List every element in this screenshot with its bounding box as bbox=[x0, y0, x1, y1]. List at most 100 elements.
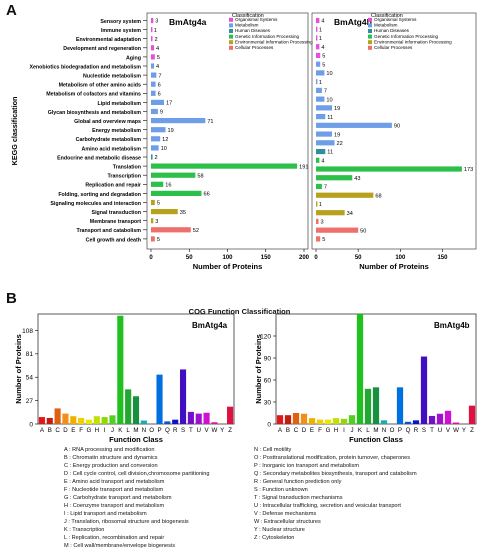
cog-desc-y: Y : Nuclear structure bbox=[254, 527, 305, 533]
cog-x-tick-label: K bbox=[358, 427, 363, 434]
kegg-bar-value: 4 bbox=[156, 46, 159, 52]
kegg-chart-title: BmAtg4a bbox=[169, 17, 207, 27]
kegg-bar-value: 1 bbox=[319, 27, 322, 33]
cog-bar bbox=[101, 417, 108, 424]
cog-desc-b: B : Chromatin structure and dynamics bbox=[64, 455, 158, 461]
kegg-bar-value: 90 bbox=[394, 124, 400, 130]
cog-x-tick-label: L bbox=[366, 427, 370, 434]
kegg-bar bbox=[316, 44, 320, 50]
cog-x-tick-label: F bbox=[318, 427, 322, 434]
cog-desc-g: G : Carbohydrate transport and metabolis… bbox=[64, 495, 172, 501]
cog-desc-a: A : RNA processing and modification bbox=[64, 447, 155, 453]
kegg-bar bbox=[316, 183, 322, 190]
cog-x-tick-label: A bbox=[278, 427, 283, 434]
cog-x-tick-label: V bbox=[446, 427, 451, 434]
cog-x-tick-label: T bbox=[430, 427, 434, 434]
kegg-bar-value: 4 bbox=[321, 45, 324, 51]
cog-bar bbox=[187, 411, 194, 424]
kegg-bar bbox=[151, 81, 156, 87]
cog-chart-title: BmAtg4a bbox=[192, 321, 228, 330]
cog-x-tick-label: Z bbox=[228, 427, 232, 434]
kegg-legend-swatch bbox=[229, 17, 233, 22]
kegg-bar-value: 71 bbox=[207, 119, 213, 125]
cog-chart-title: BmAtg4b bbox=[434, 321, 470, 330]
cog-x-tick-label: I bbox=[104, 427, 106, 434]
kegg-bar bbox=[316, 70, 325, 76]
kegg-bar bbox=[151, 127, 166, 133]
cog-desc-z: Z : Cytoskeleton bbox=[254, 535, 295, 541]
cog-x-tick-label: Y bbox=[220, 427, 224, 434]
cog-x-tick-label: C bbox=[294, 427, 299, 434]
kegg-bar-value: 22 bbox=[337, 141, 343, 147]
cog-y-axis-title: Number of Proteins bbox=[14, 334, 23, 404]
cog-y-tick-label: 108 bbox=[22, 328, 33, 335]
kegg-pathway-label: Nucleotide metabolism bbox=[83, 74, 141, 80]
kegg-bar bbox=[316, 227, 359, 233]
cog-x-axis-title: Function Class bbox=[109, 435, 163, 444]
cog-y-tick-label: 54 bbox=[26, 375, 34, 382]
kegg-legend-label: Organismal Systems bbox=[235, 17, 278, 22]
cog-x-axis-title: Function Class bbox=[349, 435, 403, 444]
kegg-legend-swatch bbox=[368, 40, 372, 45]
kegg-legend-swatch bbox=[368, 29, 372, 33]
kegg-legend-swatch bbox=[368, 23, 372, 28]
kegg-pathway-label: Lipid metabolism bbox=[97, 101, 141, 107]
cog-x-tick-label: P bbox=[398, 427, 402, 434]
kegg-bar bbox=[316, 236, 321, 242]
kegg-x-tick-label: 0 bbox=[149, 255, 153, 261]
kegg-x-tick-label: 150 bbox=[437, 255, 448, 261]
kegg-pathway-label: Development and regeneration bbox=[63, 46, 141, 52]
kegg-x-tick-label: 100 bbox=[395, 255, 406, 261]
kegg-bar-value: 7 bbox=[324, 185, 327, 191]
cog-bar bbox=[117, 315, 124, 424]
kegg-bar bbox=[151, 154, 153, 160]
kegg-bar-value: 7 bbox=[324, 89, 327, 95]
kegg-bar-value: 6 bbox=[158, 92, 161, 98]
kegg-bar-value: 68 bbox=[375, 193, 381, 199]
kegg-pathway-label: Environmental adaptation bbox=[76, 37, 141, 43]
kegg-pathway-label: Signaling molecules and interaction bbox=[50, 201, 141, 207]
cog-desc-p: P : Inorganic ion transport and metaboli… bbox=[254, 463, 359, 469]
kegg-pathway-label: Folding, sorting and degradation bbox=[58, 192, 141, 198]
kegg-bar bbox=[316, 140, 335, 146]
cog-x-tick-label: M bbox=[133, 427, 138, 434]
cog-y-tick-label: 81 bbox=[26, 351, 34, 358]
cog-bar bbox=[54, 408, 61, 424]
cog-desc-v: V : Defense mechanisms bbox=[254, 511, 317, 517]
kegg-pathway-label: Global and overview maps bbox=[74, 119, 141, 125]
cog-bar bbox=[62, 413, 69, 424]
cog-bar bbox=[203, 412, 210, 424]
kegg-bar-value: 4 bbox=[156, 64, 159, 70]
cog-bar bbox=[125, 389, 132, 424]
kegg-legend-swatch bbox=[229, 40, 233, 45]
cog-bar bbox=[452, 422, 460, 424]
kegg-bar-value: 11 bbox=[327, 150, 333, 156]
kegg-pathway-label: Aging bbox=[126, 55, 141, 61]
cog-y-tick-label: 90 bbox=[264, 355, 272, 362]
cog-x-tick-label: C bbox=[55, 427, 60, 434]
kegg-legend-label: Human Diseases bbox=[374, 28, 410, 33]
panel-label-b: B bbox=[6, 290, 17, 307]
cog-bar bbox=[308, 418, 316, 424]
kegg-bar-value: 2 bbox=[155, 155, 158, 161]
kegg-bar bbox=[151, 190, 202, 196]
kegg-x-axis-title: Number of Proteins bbox=[359, 262, 429, 271]
kegg-bar-value: 17 bbox=[166, 101, 172, 107]
kegg-bar bbox=[151, 227, 191, 233]
kegg-bar-value: 3 bbox=[321, 220, 324, 226]
kegg-bar-value: 4 bbox=[321, 158, 324, 164]
kegg-bar bbox=[151, 209, 178, 215]
kegg-bar-value: 50 bbox=[360, 228, 366, 234]
kegg-bar bbox=[316, 17, 320, 24]
cog-bar bbox=[46, 417, 53, 424]
kegg-legend-title: Classification bbox=[232, 13, 264, 19]
cog-x-tick-label: W bbox=[453, 427, 459, 434]
cog-x-tick-label: B bbox=[286, 427, 290, 434]
cog-bar bbox=[468, 405, 476, 424]
cog-desc-u: U : Intracellular trafficking, secretion… bbox=[254, 503, 401, 509]
kegg-legend-swatch bbox=[229, 29, 233, 33]
cog-x-tick-label: B bbox=[48, 427, 52, 434]
cog-bar bbox=[300, 413, 308, 424]
cog-desc-i: I : Lipid transport and metabolism bbox=[64, 511, 147, 517]
